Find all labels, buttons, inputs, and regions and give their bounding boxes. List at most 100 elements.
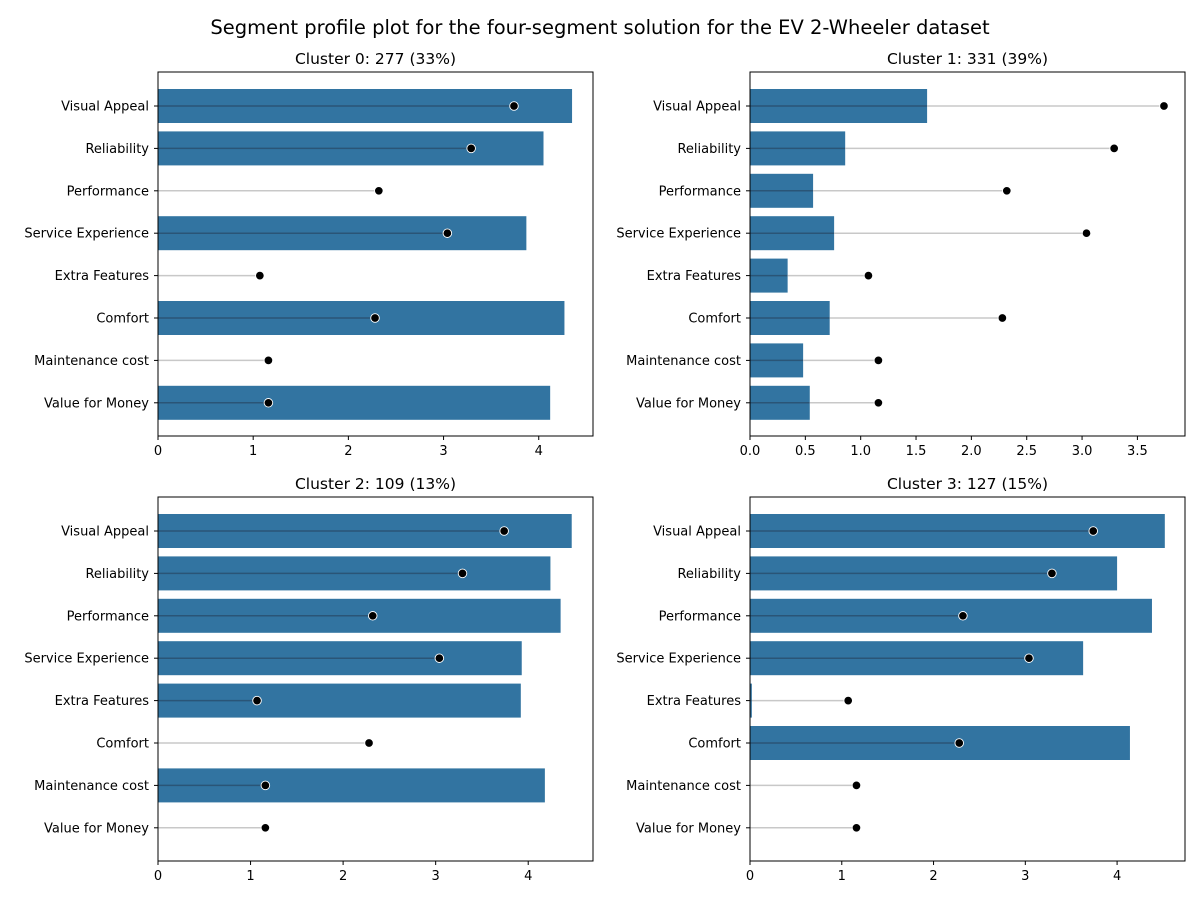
y-tick-label-3: Service Experience <box>24 227 149 242</box>
y-tick-label-1: Reliability <box>677 142 741 157</box>
axes-frame <box>749 496 1186 862</box>
marker-0 <box>1159 101 1169 111</box>
marker-5 <box>954 738 964 748</box>
x-tick-label-3: 3 <box>432 869 440 884</box>
panels: Cluster 0: 277 (33%) Visual Appeal Reliabi… <box>24 50 1186 884</box>
y-tick-label-2: Performance <box>67 184 149 199</box>
marker-1 <box>457 568 468 579</box>
y-tick-label-1: Reliability <box>677 567 741 582</box>
marker-4 <box>843 695 853 706</box>
y-tick-label-5: Comfort <box>96 312 149 327</box>
marker-4 <box>255 270 265 281</box>
cluster-panel-3: Cluster 3: 127 (15%) Visual Appeal Reliabi… <box>616 475 1186 884</box>
y-tick-label-4: Extra Features <box>647 269 742 284</box>
x-tick-label-5: 2.5 <box>1016 444 1037 459</box>
axes-frame <box>749 71 1186 437</box>
y-tick-label-7: Value for Money <box>44 396 149 411</box>
axes-frame <box>157 496 594 862</box>
marker-5 <box>364 738 374 748</box>
y-tick-label-2: Performance <box>659 184 741 199</box>
marker-2 <box>367 611 378 621</box>
y-tick-label-6: Maintenance cost <box>626 354 741 369</box>
marker-2 <box>374 186 384 196</box>
marker-7 <box>260 823 271 833</box>
cluster-panel-1: Cluster 1: 331 (39%) Visual Appeal Reliabi… <box>616 50 1186 459</box>
y-tick-label-4: Extra Features <box>647 694 742 709</box>
y-tick-label-7: Value for Money <box>44 821 149 836</box>
y-tick-label-5: Comfort <box>96 737 149 752</box>
x-tick-label-6: 3.0 <box>1072 444 1093 459</box>
x-tick-label-1: 1 <box>838 869 846 884</box>
y-tick-label-3: Service Experience <box>24 652 149 667</box>
marker-0 <box>509 101 519 111</box>
x-tick-label-1: 0.5 <box>795 444 816 459</box>
marker-1 <box>1109 143 1119 154</box>
y-tick-label-5: Comfort <box>688 312 741 327</box>
marker-2 <box>1002 186 1012 196</box>
x-tick-label-3: 1.5 <box>906 444 927 459</box>
marker-7 <box>851 823 862 833</box>
x-tick-label-2: 1.0 <box>850 444 871 459</box>
marker-4 <box>252 695 262 706</box>
panel-title: Cluster 2: 109 (13%) <box>295 475 456 493</box>
y-tick-label-6: Maintenance cost <box>34 779 149 794</box>
y-tick-label-2: Performance <box>67 609 149 624</box>
y-tick-label-1: Reliability <box>85 142 149 157</box>
marker-3 <box>1024 653 1034 663</box>
panel-title: Cluster 3: 127 (15%) <box>887 475 1048 493</box>
y-tick-label-7: Value for Money <box>636 396 741 411</box>
panel-title: Cluster 0: 277 (33%) <box>295 50 456 68</box>
marker-5 <box>997 313 1008 323</box>
y-tick-label-0: Visual Appeal <box>61 525 149 540</box>
marker-0 <box>1088 526 1098 536</box>
marker-6 <box>873 355 884 366</box>
y-tick-label-7: Value for Money <box>636 821 741 836</box>
x-tick-label-0: 0.0 <box>740 444 761 459</box>
y-tick-label-0: Visual Appeal <box>653 100 741 115</box>
y-tick-label-2: Performance <box>659 609 741 624</box>
marker-4 <box>863 270 874 281</box>
y-tick-label-5: Comfort <box>688 737 741 752</box>
axes-frame <box>157 71 594 437</box>
y-tick-label-6: Maintenance cost <box>34 354 149 369</box>
x-tick-label-4: 2.0 <box>961 444 982 459</box>
x-tick-label-2: 2 <box>339 869 347 884</box>
x-tick-label-2: 2 <box>344 444 352 459</box>
x-tick-label-4: 4 <box>1113 869 1121 884</box>
x-tick-label-0: 0 <box>154 444 162 459</box>
y-tick-label-3: Service Experience <box>616 652 741 667</box>
cluster-panel-2: Cluster 2: 109 (13%) Visual Appeal Reliabi… <box>24 475 594 884</box>
x-tick-label-0: 0 <box>154 869 162 884</box>
cluster-panel-0: Cluster 0: 277 (33%) Visual Appeal Reliabi… <box>24 50 594 459</box>
marker-6 <box>263 355 274 366</box>
x-tick-label-1: 1 <box>246 869 254 884</box>
x-tick-label-3: 3 <box>439 444 447 459</box>
marker-1 <box>466 143 476 154</box>
x-tick-label-7: 3.5 <box>1127 444 1148 459</box>
marker-5 <box>370 313 380 323</box>
marker-0 <box>499 526 509 536</box>
y-tick-label-1: Reliability <box>85 567 149 582</box>
marker-1 <box>1047 568 1057 579</box>
marker-6 <box>851 780 862 791</box>
marker-6 <box>260 780 271 791</box>
y-tick-label-4: Extra Features <box>55 269 150 284</box>
marker-2 <box>958 611 968 621</box>
y-tick-label-3: Service Experience <box>616 227 741 242</box>
x-tick-label-2: 2 <box>929 869 937 884</box>
marker-3 <box>1081 228 1092 238</box>
panel-title: Cluster 1: 331 (39%) <box>887 50 1048 68</box>
y-tick-label-0: Visual Appeal <box>61 100 149 115</box>
figure-title: Segment profile plot for the four-segmen… <box>210 16 990 39</box>
x-tick-label-4: 4 <box>524 869 532 884</box>
y-tick-label-4: Extra Features <box>55 694 150 709</box>
x-tick-label-0: 0 <box>746 869 754 884</box>
marker-7 <box>873 398 884 408</box>
x-tick-label-3: 3 <box>1021 869 1029 884</box>
y-tick-label-0: Visual Appeal <box>653 525 741 540</box>
y-tick-label-6: Maintenance cost <box>626 779 741 794</box>
marker-7 <box>263 398 274 408</box>
marker-3 <box>442 228 453 238</box>
x-tick-label-1: 1 <box>249 444 257 459</box>
